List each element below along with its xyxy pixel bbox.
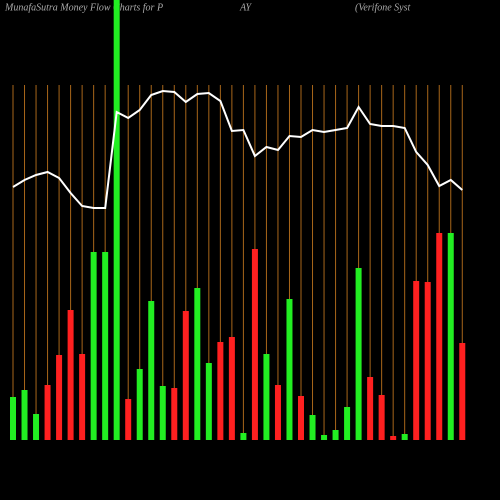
- bar: [217, 342, 224, 440]
- bar: [205, 363, 212, 440]
- bar: [298, 396, 304, 440]
- bar: [263, 354, 270, 440]
- bar: [10, 397, 16, 440]
- bar: [390, 436, 397, 440]
- bar: [424, 282, 431, 440]
- bar: [459, 343, 466, 440]
- bar: [309, 415, 316, 440]
- bar: [56, 355, 63, 440]
- bar: [228, 337, 235, 440]
- ticker: AY: [239, 2, 253, 13]
- bar: [33, 414, 40, 440]
- money-flow-line: [12, 89, 463, 209]
- bar: [44, 385, 51, 440]
- bar: [401, 434, 408, 440]
- bar: [355, 268, 362, 440]
- bar: [113, 0, 120, 440]
- bar: [148, 301, 155, 440]
- bar: [321, 435, 328, 440]
- bar: [367, 377, 374, 440]
- chart-title: MunafaSutra Money Flow Charts for P: [4, 2, 163, 13]
- bar: [378, 395, 385, 440]
- bar: [251, 249, 258, 440]
- bar: [79, 354, 86, 440]
- bar: [413, 281, 420, 440]
- bar: [102, 252, 109, 440]
- bar: [21, 390, 28, 440]
- bar: [436, 233, 443, 440]
- bar: [159, 386, 166, 440]
- bar: [274, 385, 281, 440]
- bar: [171, 388, 178, 440]
- company: (Verifone Syst: [355, 2, 410, 13]
- bar: [182, 311, 189, 440]
- bar: [344, 407, 351, 440]
- bar: [194, 288, 201, 440]
- bar: [286, 299, 293, 440]
- bar: [240, 433, 247, 440]
- bar: [332, 430, 339, 440]
- bar: [90, 252, 97, 440]
- bar: [67, 310, 74, 440]
- bar: [125, 399, 132, 440]
- bar: [447, 233, 454, 440]
- bar: [136, 369, 143, 440]
